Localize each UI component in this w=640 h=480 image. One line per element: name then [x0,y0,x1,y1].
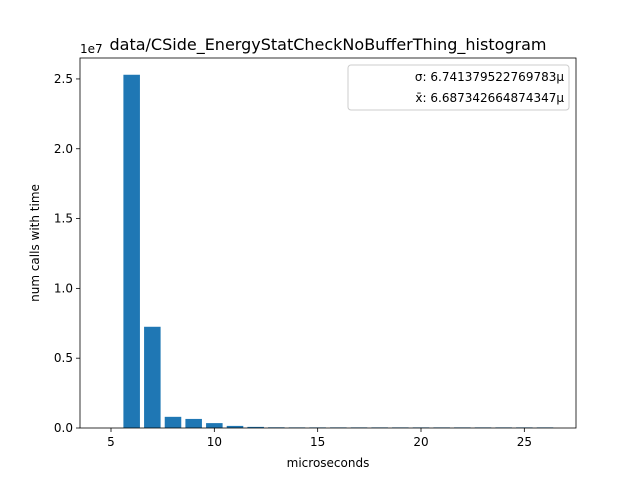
bar-2 [164,416,182,428]
bar-4 [206,423,223,428]
bar-1 [144,326,161,428]
legend-box [347,64,570,111]
y-tick-label: 0.0 [54,421,73,435]
y-offset-label: 1e7 [80,42,103,56]
legend: σ: 6.741379522769783μ x̄: 6.687342664874… [347,64,570,111]
bar-0 [123,74,140,429]
y-tick-label: 1.0 [54,281,73,295]
y-tick-label: 2.5 [54,72,73,86]
y-tick-label: 0.5 [54,351,73,365]
x-tick-label: 5 [107,435,115,449]
bar-3 [185,418,202,428]
x-axis-label: microseconds [287,456,370,470]
y-tick-label: 2.0 [54,142,73,156]
bar-5 [226,425,244,428]
x-axis-ticks: 5 10 15 20 25 [107,428,532,449]
y-axis-ticks: 0.0 0.5 1.0 1.5 2.0 2.5 [54,72,80,435]
bar-6 [247,426,264,428]
y-tick-label: 1.5 [54,212,73,226]
y-axis-label: num calls with time [28,184,42,302]
x-tick-label: 25 [517,435,532,449]
x-tick-label: 20 [413,435,428,449]
x-tick-label: 10 [207,435,222,449]
legend-entry-mean: x̄: 6.687342664874347μ [415,91,564,105]
x-tick-label: 15 [310,435,325,449]
chart-title: data/CSide_EnergyStatCheckNoBufferThing_… [109,35,546,55]
plot-frame [79,57,577,429]
legend-entry-std: σ: 6.741379522769783μ [415,70,564,84]
